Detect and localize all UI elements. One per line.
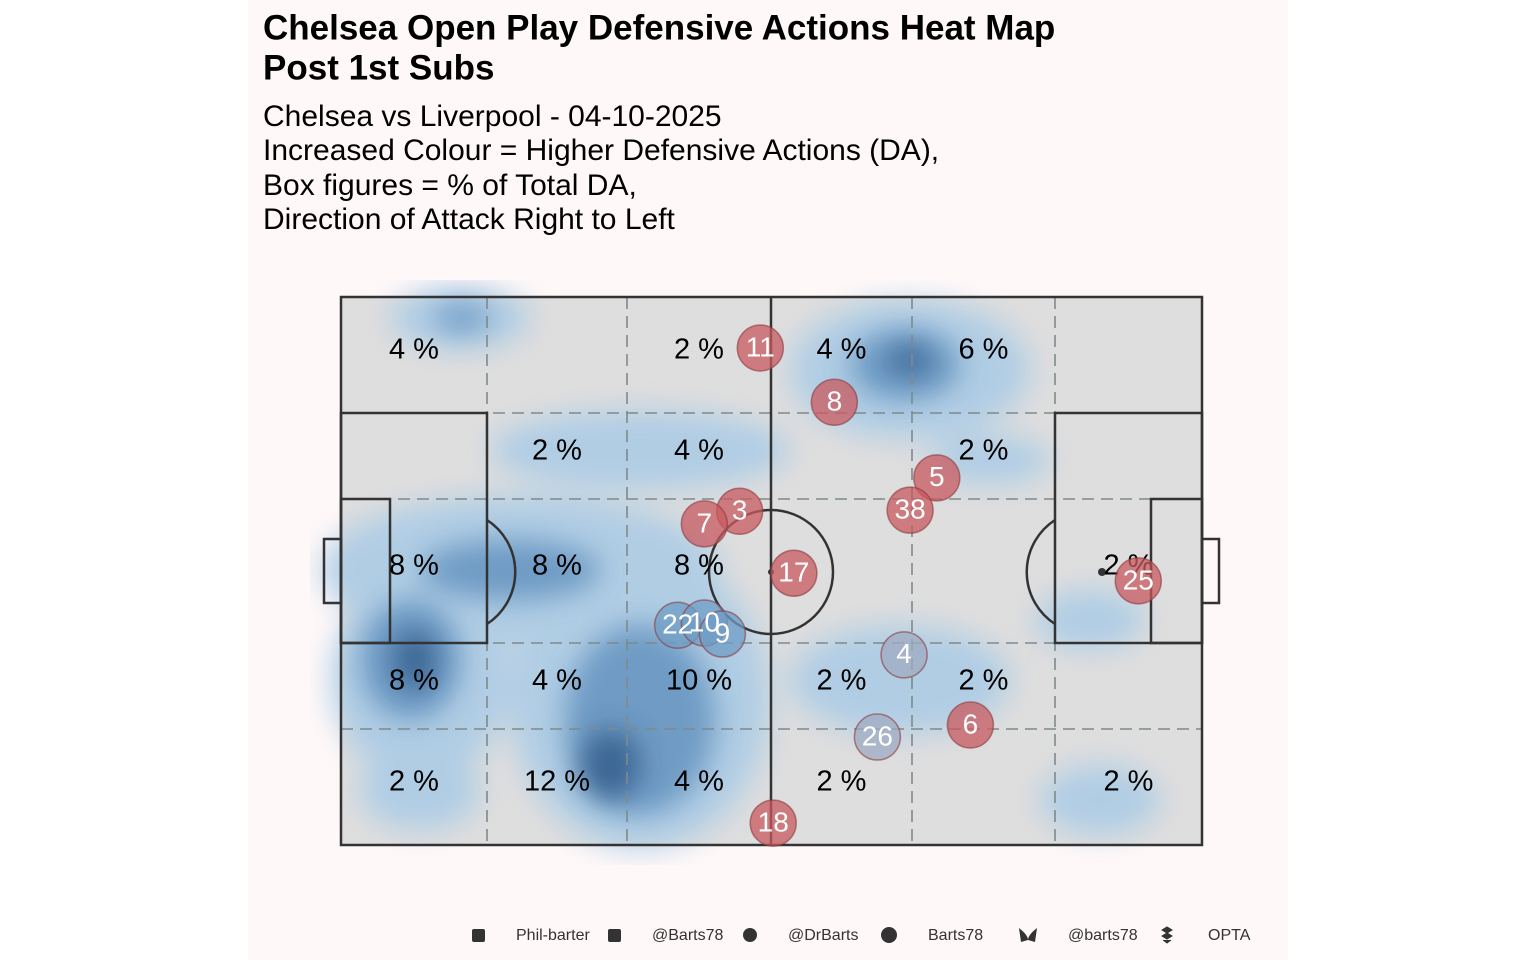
player-number: 4 (896, 638, 912, 669)
player-number: 5 (929, 461, 945, 492)
bluesky-icon (1019, 928, 1037, 942)
zone-percent: 2 % (817, 766, 867, 798)
footer-text: Barts78 (928, 927, 983, 944)
player-number: 10 (689, 606, 720, 637)
title-line: Post 1st Subs (263, 48, 494, 87)
player-number: 11 (746, 331, 775, 362)
player-marker (810, 378, 859, 426)
zone-percent: 6 % (959, 334, 1009, 366)
github-icon (881, 927, 897, 943)
player-marker (913, 454, 961, 502)
dropbox-icon (1161, 926, 1173, 944)
footer-text: @Barts78 (652, 927, 723, 944)
footer-text: Phil-barter (516, 927, 590, 944)
player-number: 3 (732, 495, 748, 526)
footer-text: @DrBarts (788, 927, 858, 944)
player-marker (1114, 557, 1163, 605)
player-number: 18 (758, 806, 789, 837)
subtitle-line: Increased Colour = Higher Defensive Acti… (263, 134, 939, 167)
player-marker (886, 486, 934, 534)
footer-text: @barts78 (1068, 927, 1138, 944)
zone-percent: 2 % (674, 334, 724, 366)
player-marker (749, 799, 797, 847)
player-number: 38 (895, 494, 926, 525)
player-marker (698, 610, 747, 658)
zone-percent: 4 % (532, 665, 582, 697)
zone-percent: 2 % (959, 665, 1009, 697)
player-marker (680, 500, 729, 548)
mastodon-icon (743, 928, 757, 942)
zone-percent: 2 % (959, 435, 1009, 467)
zone-percent: 2 % (817, 665, 867, 697)
zone-percent: 4 % (674, 435, 724, 467)
zone-percent: 2 % (532, 435, 582, 467)
title-line: Chelsea Open Play Defensive Actions Heat… (263, 8, 1055, 47)
zone-percent: 4 % (389, 334, 439, 366)
player-number: 7 (697, 507, 713, 538)
player-marker (853, 713, 902, 761)
player-number: 6 (963, 708, 979, 739)
zone-percent: 8 % (389, 665, 439, 697)
zone-percent: 12 % (524, 766, 590, 798)
subtitle-line: Box figures = % of Total DA, (263, 169, 637, 202)
player-marker (736, 324, 785, 372)
player-number: 9 (715, 617, 731, 648)
footer: Phil-barter @Barts78 @DrBarts Barts78 @b… (472, 926, 1251, 944)
heat-layer (320, 286, 1160, 850)
zone-percent: 8 % (389, 550, 439, 582)
zone-percent: 2 % (1104, 766, 1154, 798)
player-number: 22 (662, 609, 693, 640)
player-number: 26 (862, 720, 893, 751)
zone-labels: 4 % 2 % 4 % 6 % 2 % 4 % 2 % 8 % 8 % 8 % 2 % 8 % 4 % 1… (389, 334, 1153, 798)
zone-percent: 8 % (674, 550, 724, 582)
zone-percent: 10 % (666, 665, 732, 697)
subtitle-line: Chelsea vs Liverpool - 04-10-2025 (263, 100, 722, 133)
player-marker (946, 701, 995, 749)
zone-percent: 8 % (532, 550, 582, 582)
x-icon (608, 929, 621, 942)
player-number: 25 (1123, 564, 1154, 595)
player-number: 17 (778, 557, 809, 588)
subtitle-line: Direction of Attack Right to Left (263, 203, 676, 236)
player-marker (770, 549, 818, 597)
player-marker (880, 631, 928, 679)
zone-percent: 4 % (674, 766, 724, 798)
linkedin-icon (472, 929, 485, 942)
zone-percent: 2 % (389, 766, 439, 798)
player-number: 8 (827, 386, 843, 417)
footer-text: OPTA (1208, 927, 1251, 944)
zone-percent: 4 % (817, 334, 867, 366)
